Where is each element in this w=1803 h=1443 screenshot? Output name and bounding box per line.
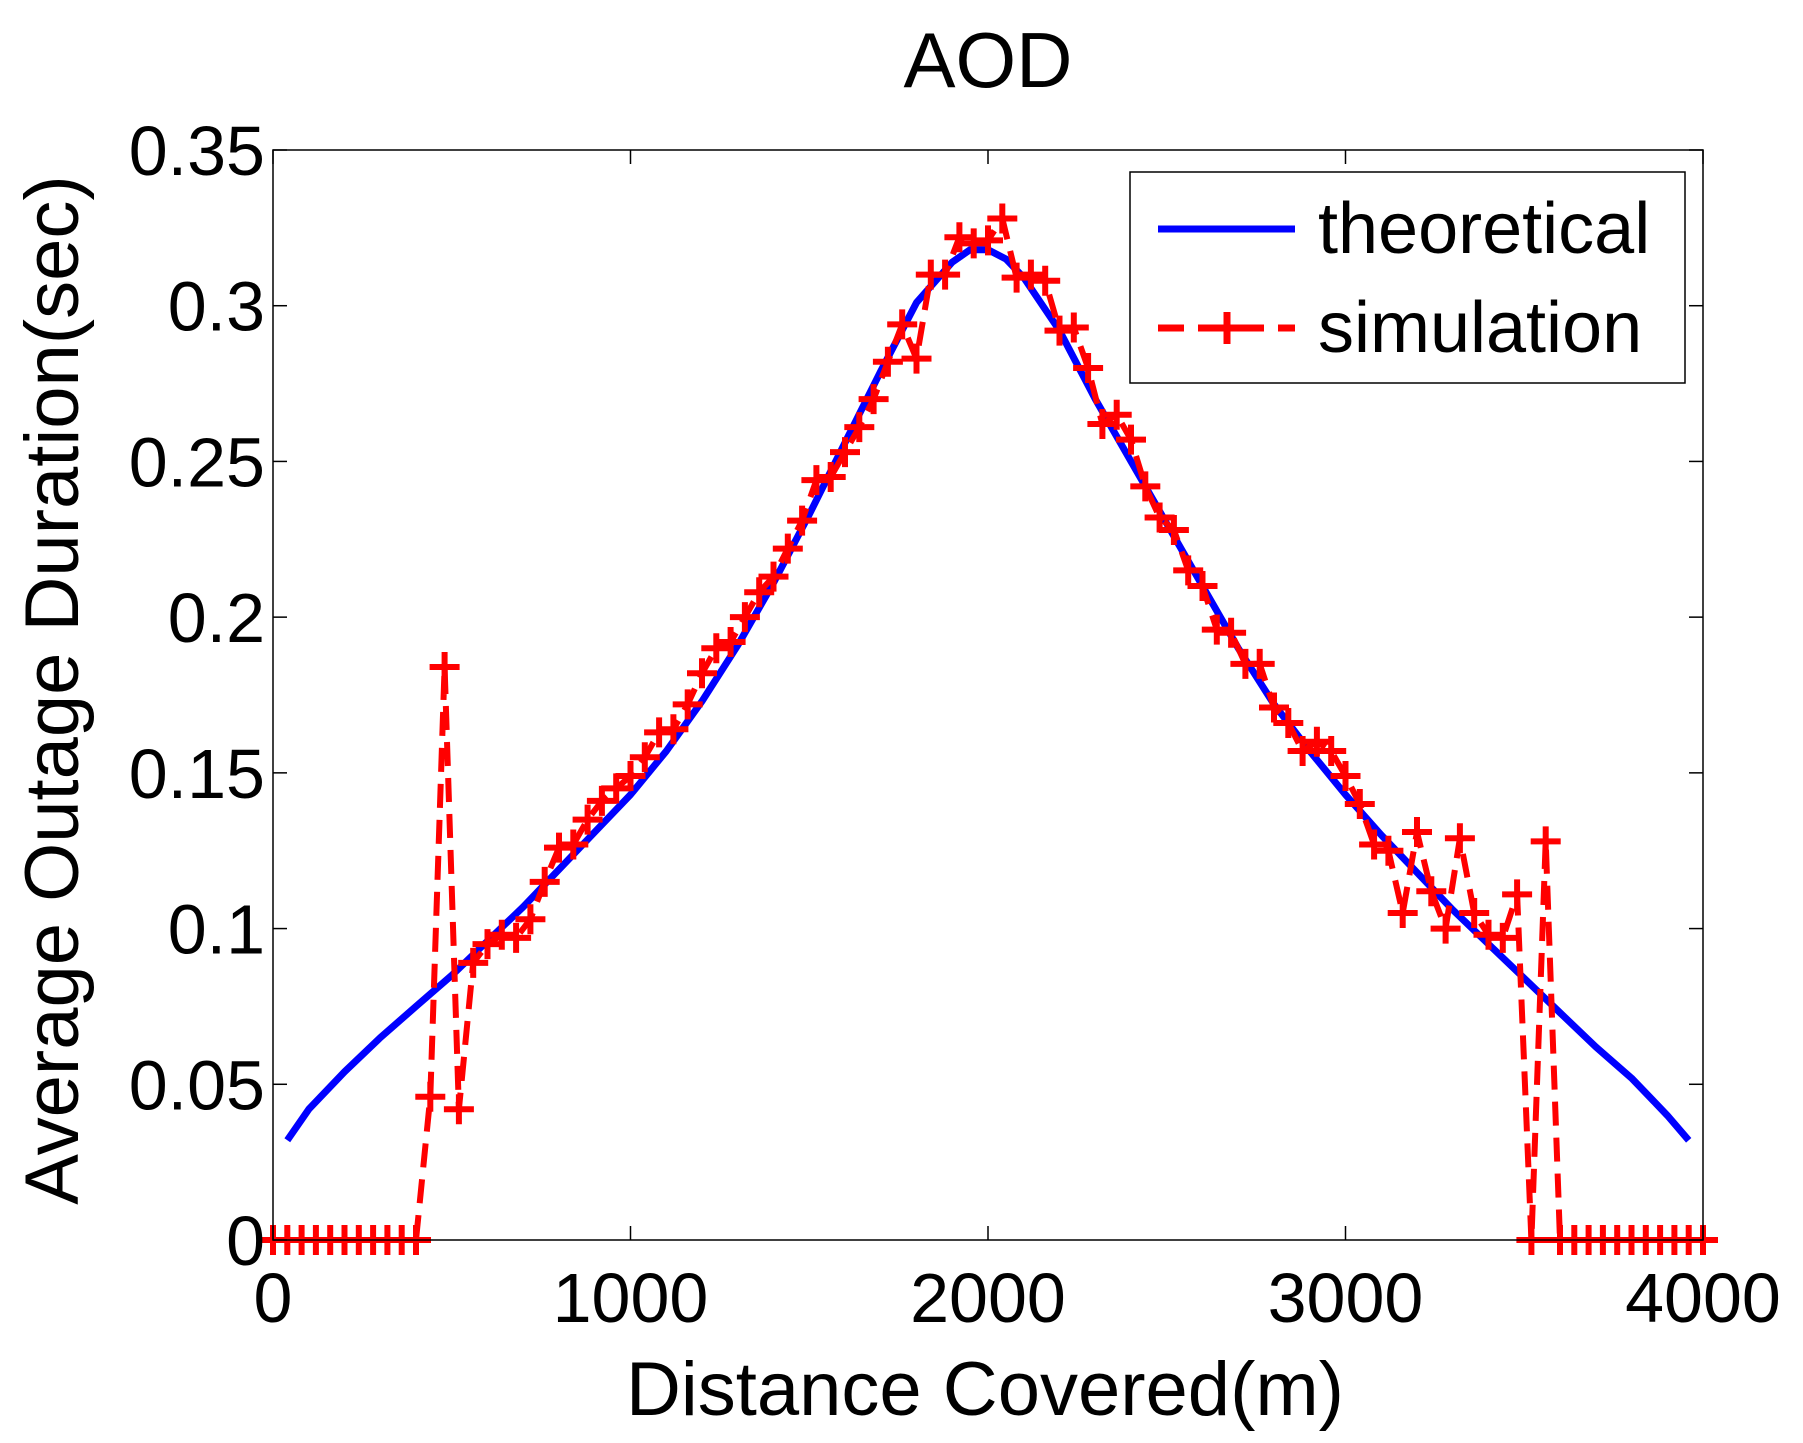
data-point xyxy=(672,689,703,720)
data-point xyxy=(1487,922,1518,953)
y-tick-label: 0.05 xyxy=(129,1046,265,1124)
data-point xyxy=(801,465,832,496)
data-point xyxy=(715,627,746,658)
data-point xyxy=(815,462,846,492)
data-point xyxy=(958,228,989,259)
data-point xyxy=(1459,898,1490,928)
data-point xyxy=(1173,555,1204,586)
data-point xyxy=(486,919,517,950)
data-point xyxy=(1530,826,1561,857)
data-point xyxy=(1101,399,1132,430)
data-point xyxy=(858,384,889,415)
data-point xyxy=(744,577,775,608)
data-point xyxy=(1187,571,1218,601)
data-point xyxy=(458,947,489,978)
data-point xyxy=(1273,708,1304,739)
data-point xyxy=(930,259,961,290)
data-point xyxy=(687,658,717,689)
x-tick-label: 1000 xyxy=(553,1259,709,1337)
data-point xyxy=(1473,919,1504,950)
legend-marker-simulation xyxy=(1211,312,1243,344)
x-tick-label: 0 xyxy=(254,1259,293,1337)
data-point xyxy=(558,829,589,860)
y-tick-label: 0 xyxy=(226,1202,265,1280)
data-point xyxy=(429,651,460,682)
data-point xyxy=(1359,829,1390,860)
data-point xyxy=(1044,315,1075,346)
data-point xyxy=(1502,879,1533,910)
y-tick-label: 0.35 xyxy=(129,112,265,190)
data-point xyxy=(758,561,789,592)
data-point xyxy=(544,832,574,863)
data-point xyxy=(1416,876,1447,907)
legend: theoretical simulation xyxy=(1129,171,1686,384)
data-point xyxy=(644,717,675,748)
data-point xyxy=(1259,692,1289,723)
data-point xyxy=(1387,898,1418,928)
ticks-layer: 0 1000 2000 3000 4000 0 0.05 0.1 0.15 0.2 0.25 0.3 0… xyxy=(129,112,1781,1337)
data-point xyxy=(944,222,975,253)
data-point xyxy=(787,505,818,536)
x-tick-label: 4000 xyxy=(1625,1259,1781,1337)
data-point xyxy=(529,866,560,897)
data-point xyxy=(772,533,803,564)
data-point xyxy=(1316,736,1347,767)
data-point xyxy=(987,203,1018,234)
data-point xyxy=(701,633,732,664)
data-point xyxy=(615,760,646,791)
data-point xyxy=(629,742,660,773)
legend-label-simulation: simulation xyxy=(1318,288,1642,368)
x-axis-label: Distance Covered(m) xyxy=(626,1347,1344,1432)
y-tick-label: 0.1 xyxy=(168,891,265,969)
x-tick-label: 2000 xyxy=(910,1259,1066,1337)
data-point xyxy=(1001,262,1032,293)
data-point xyxy=(443,1094,474,1125)
legend-box xyxy=(1129,171,1686,384)
data-point xyxy=(501,922,532,953)
data-point xyxy=(901,343,932,374)
data-point xyxy=(1430,913,1461,944)
data-point xyxy=(415,1081,446,1112)
y-tick-label: 0.25 xyxy=(129,423,265,501)
data-point xyxy=(1244,648,1275,679)
data-point xyxy=(1216,617,1247,648)
data-point xyxy=(729,602,760,633)
data-point xyxy=(1330,760,1361,791)
data-point xyxy=(1373,835,1404,866)
data-point xyxy=(887,309,918,340)
data-point xyxy=(1344,789,1375,819)
data-point xyxy=(872,346,903,377)
series-line-theoretical xyxy=(284,246,1692,1143)
chart-title: AOD xyxy=(903,16,1072,104)
y-tick-label: 0.15 xyxy=(129,735,265,813)
data-point xyxy=(830,437,860,468)
data-point xyxy=(1116,424,1146,455)
x-tick-label: 3000 xyxy=(1268,1259,1424,1337)
y-tick-label: 0.3 xyxy=(168,268,265,346)
data-point xyxy=(572,804,603,835)
data-point xyxy=(515,904,546,935)
data-point xyxy=(1402,817,1432,848)
data-point xyxy=(1444,823,1475,854)
data-point xyxy=(1073,353,1104,383)
data-point xyxy=(844,412,875,443)
data-point xyxy=(1130,471,1161,502)
y-tick-label: 0.2 xyxy=(168,579,265,657)
data-point xyxy=(1058,312,1089,343)
legend-label-theoretical: theoretical xyxy=(1318,189,1650,269)
data-point xyxy=(1030,265,1061,296)
data-point xyxy=(658,714,689,745)
data-point xyxy=(1015,259,1046,290)
data-point xyxy=(1201,614,1232,645)
y-axis-label: Average Outage Duration(sec) xyxy=(10,175,95,1204)
data-point xyxy=(1158,514,1189,545)
data-point xyxy=(973,225,1003,256)
